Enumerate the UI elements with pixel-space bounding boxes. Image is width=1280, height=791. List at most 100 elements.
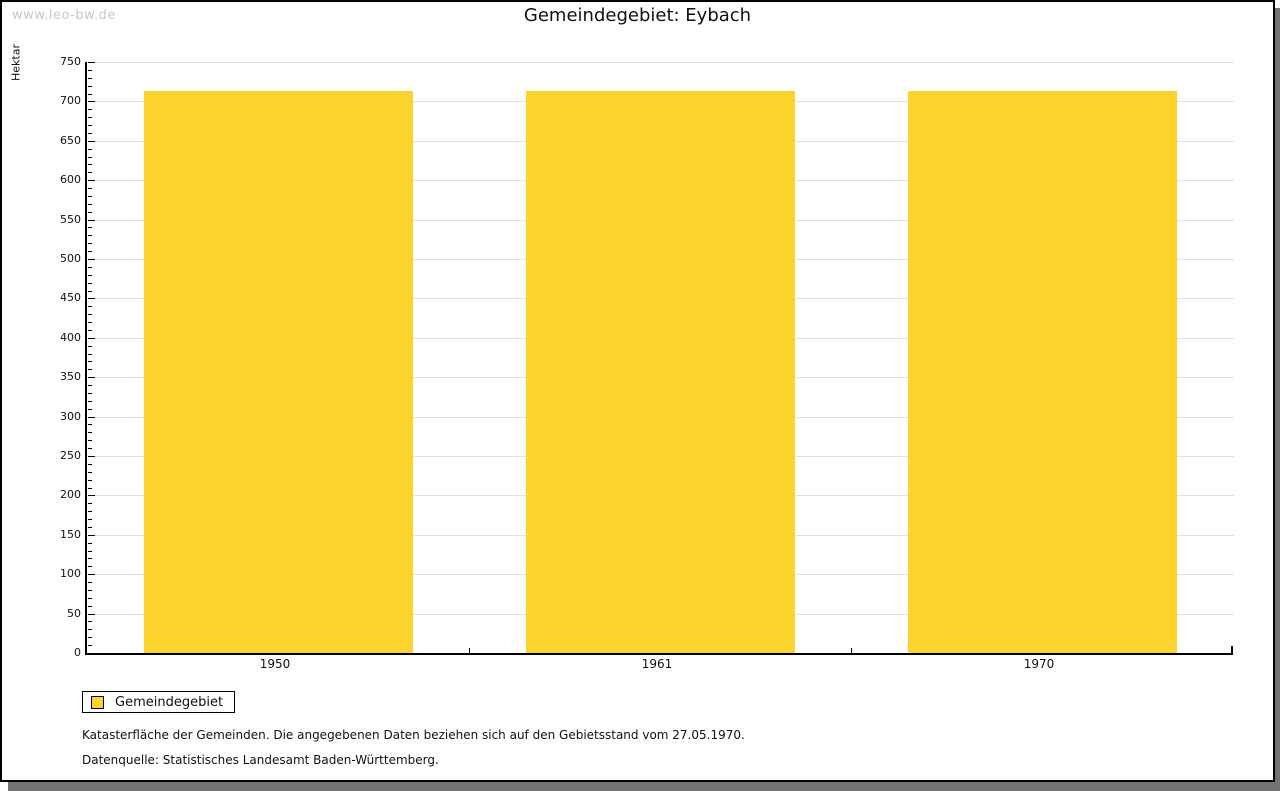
y-major-tick <box>88 337 95 339</box>
y-minor-tick <box>88 117 92 119</box>
y-minor-tick <box>88 361 92 363</box>
bar-1970 <box>907 91 1177 653</box>
y-minor-tick <box>88 605 92 607</box>
y-major-tick <box>88 140 95 142</box>
y-axis-line <box>85 62 87 655</box>
x-tick-label-1950: 1950 <box>259 657 291 671</box>
y-minor-tick <box>88 211 92 213</box>
y-tick-label: 650 <box>60 133 81 147</box>
y-minor-tick <box>88 621 92 623</box>
y-minor-tick <box>88 558 92 560</box>
y-minor-tick <box>88 471 92 473</box>
y-minor-tick <box>88 550 92 552</box>
y-minor-tick <box>88 188 92 190</box>
y-major-tick <box>88 534 95 536</box>
y-minor-tick <box>88 132 92 134</box>
y-minor-tick <box>88 282 92 284</box>
y-minor-tick <box>88 251 92 253</box>
y-tick-label: 700 <box>60 94 81 108</box>
y-tick-label: 250 <box>60 449 81 462</box>
y-minor-tick <box>88 440 92 442</box>
y-minor-tick <box>88 306 92 308</box>
y-minor-tick <box>88 109 92 111</box>
gridline <box>88 62 1234 63</box>
y-tick-label: 450 <box>60 291 81 305</box>
y-major-tick <box>88 456 95 457</box>
x-axis-line <box>85 653 1233 655</box>
x-tick-label-1970: 1970 <box>1023 657 1055 671</box>
y-minor-tick <box>88 93 92 95</box>
x-tick-label-1961: 1961 <box>641 657 673 671</box>
y-minor-tick <box>88 392 92 394</box>
footnote-data-source: Datenquelle: Statistisches Landesamt Bad… <box>82 753 439 767</box>
y-minor-tick <box>88 172 92 174</box>
x-boundary-tick <box>851 648 852 653</box>
y-tick-label: 150 <box>60 527 81 541</box>
x-axis-end-tick <box>1231 646 1233 653</box>
y-minor-tick <box>88 195 92 197</box>
bar-1950 <box>143 91 413 653</box>
y-tick-label: 50 <box>67 606 81 620</box>
y-minor-tick <box>88 243 92 245</box>
chart-title: Gemeindegebiet: Eybach <box>523 5 752 26</box>
y-minor-tick <box>88 597 92 599</box>
y-minor-tick <box>88 77 92 79</box>
y-minor-tick <box>88 227 92 229</box>
legend-swatch-icon <box>91 695 104 709</box>
y-minor-tick <box>88 266 92 268</box>
footnote-source-note: Katasterfläche der Gemeinden. Die angege… <box>82 728 745 742</box>
y-minor-tick <box>88 408 92 410</box>
y-minor-tick <box>88 353 92 355</box>
y-minor-tick <box>88 589 92 591</box>
y-minor-tick <box>88 156 92 158</box>
y-minor-tick <box>88 511 92 513</box>
y-minor-tick <box>88 629 92 631</box>
legend-label: Gemeindegebiet <box>115 694 224 710</box>
y-minor-tick <box>88 566 92 568</box>
y-tick-label: 750 <box>60 55 81 68</box>
y-minor-tick <box>88 424 92 426</box>
y-major-tick <box>88 259 95 260</box>
y-tick-label: 400 <box>60 330 81 344</box>
y-major-tick <box>88 495 95 497</box>
y-minor-tick <box>88 637 92 639</box>
y-minor-tick <box>88 448 92 450</box>
y-tick-label: 0 <box>74 646 81 659</box>
y-minor-tick <box>88 314 92 316</box>
y-tick-label: 300 <box>60 409 81 423</box>
y-major-tick <box>88 219 95 221</box>
y-major-tick <box>88 180 95 182</box>
y-tick-label: 100 <box>60 567 81 581</box>
y-minor-tick <box>88 274 92 276</box>
y-minor-tick <box>88 235 92 237</box>
y-major-tick <box>88 298 95 300</box>
y-tick-label: 600 <box>60 173 81 187</box>
y-minor-tick <box>88 519 92 521</box>
y-minor-tick <box>88 463 92 465</box>
y-minor-tick <box>88 148 92 150</box>
y-minor-tick <box>88 164 92 166</box>
y-minor-tick <box>88 69 92 71</box>
y-major-tick <box>88 574 95 576</box>
y-tick-label: 350 <box>60 370 81 384</box>
y-minor-tick <box>88 526 92 528</box>
y-minor-tick <box>88 385 92 387</box>
y-minor-tick <box>88 369 92 371</box>
y-minor-tick <box>88 125 92 127</box>
y-tick-label: 550 <box>60 212 81 226</box>
y-major-tick <box>88 416 95 418</box>
legend: Gemeindegebiet <box>82 691 236 713</box>
y-major-tick <box>88 377 95 379</box>
bar-1961 <box>525 91 795 653</box>
y-minor-tick <box>88 290 92 292</box>
y-major-tick <box>88 62 95 63</box>
y-minor-tick <box>88 345 92 347</box>
y-tick-label: 200 <box>60 488 81 502</box>
x-boundary-tick <box>469 648 470 653</box>
y-minor-tick <box>88 400 92 402</box>
y-minor-tick <box>88 542 92 544</box>
y-minor-tick <box>88 645 92 647</box>
y-minor-tick <box>88 503 92 505</box>
y-minor-tick <box>88 479 92 481</box>
